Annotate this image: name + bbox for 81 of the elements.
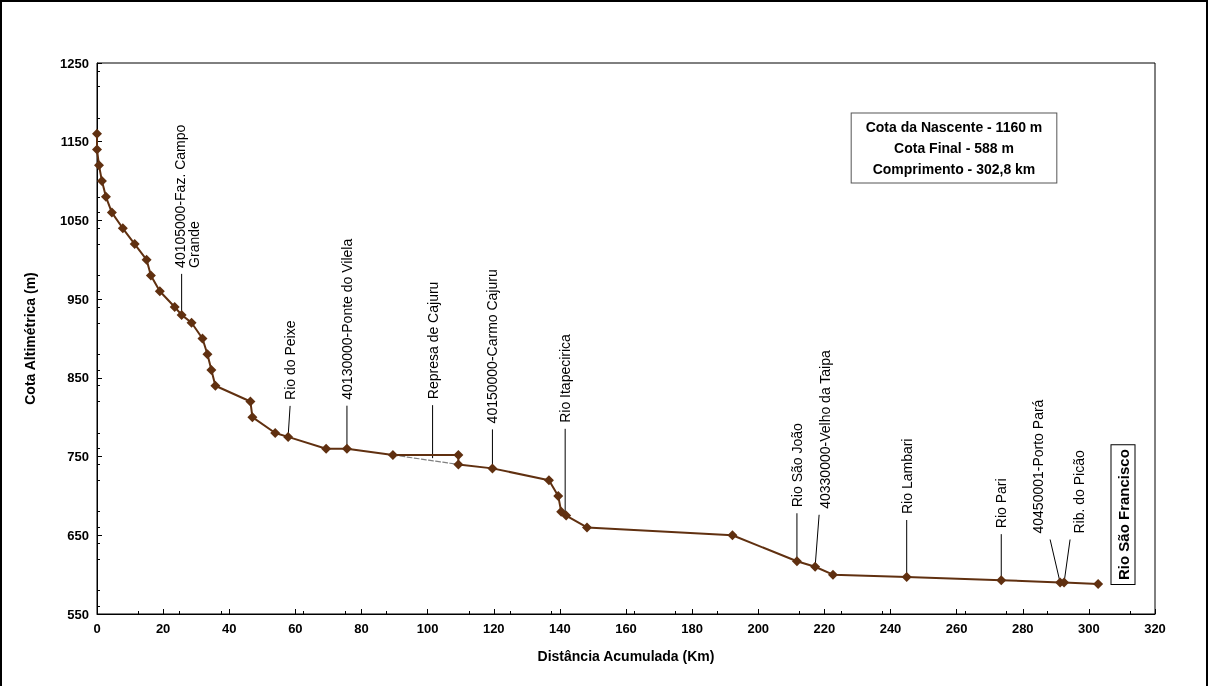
annotation: Rio do Peixe (282, 320, 299, 400)
point (453, 450, 464, 460)
point (553, 490, 564, 501)
point (245, 396, 256, 407)
x-tick-label: 100 (416, 621, 439, 636)
point (321, 443, 332, 454)
point (186, 317, 197, 328)
point (93, 160, 104, 171)
point (210, 380, 221, 391)
x-tick-label: 40 (222, 621, 237, 636)
x-tick-label: 0 (93, 621, 101, 636)
x-tick-label: 140 (549, 621, 571, 636)
annotation: Rio São Francisco (1114, 449, 1132, 580)
y-tick-label: 1250 (60, 55, 89, 71)
annotation: 40105000-Faz. Campo Grande (171, 124, 202, 268)
y-tick-label: 1150 (60, 134, 89, 150)
point (92, 144, 102, 155)
point (283, 431, 294, 442)
point (270, 427, 281, 438)
point (727, 530, 738, 541)
y-tick-label: 850 (67, 370, 89, 386)
point (341, 443, 352, 454)
point (556, 506, 567, 517)
point (197, 333, 208, 344)
annotation: 40150000-Carmo Cajuru (484, 269, 501, 424)
x-tick-label: 200 (747, 621, 770, 636)
annotation: Represa de Cajuru (424, 281, 441, 400)
x-tick-label: 320 (1144, 621, 1166, 636)
point (247, 412, 258, 423)
y-axis-title: Cota Altimétrica (m) (22, 272, 38, 405)
y-tick-label: 950 (67, 291, 89, 307)
point (543, 475, 554, 486)
point (996, 575, 1007, 586)
point (202, 349, 213, 360)
y-tick-label: 650 (67, 527, 89, 543)
x-tick-label: 220 (813, 621, 836, 636)
point (810, 561, 821, 572)
x-tick-label: 20 (155, 621, 171, 636)
point (1093, 579, 1104, 590)
x-tick-label: 260 (945, 621, 968, 636)
x-axis-title: Distância Acumulada (Km) (537, 648, 715, 664)
point (791, 556, 802, 567)
annotation: Rio Itapecirica (557, 333, 574, 423)
point (206, 364, 217, 375)
annotation: Cota da Nascente - 1160 m Cota Final - 588 m Comprimento - 302,8 km (865, 119, 1043, 177)
point (176, 309, 187, 320)
annotation: 40330000-Velho da Taipa (817, 350, 834, 509)
annotation: 40450001-Porto Pará (1030, 399, 1047, 534)
x-tick-label: 280 (1011, 621, 1034, 636)
annotation: 40130000-Ponte do Vilela (338, 238, 355, 400)
y-tick-label: 550 (67, 606, 89, 622)
point (106, 207, 117, 218)
y-tick-label: 750 (67, 449, 89, 465)
point (141, 254, 152, 265)
point (145, 270, 156, 281)
point (581, 522, 592, 533)
x-tick-label: 180 (681, 621, 703, 636)
point (453, 459, 464, 470)
point (117, 223, 128, 234)
point (92, 128, 102, 139)
annotation: Rib. do Picão (1071, 450, 1088, 534)
y-tick-label: 1050 (60, 212, 89, 228)
point (901, 572, 912, 582)
annotation: Rio Pari (993, 478, 1010, 529)
point (827, 569, 838, 580)
point (487, 463, 498, 474)
x-tick-label: 300 (1078, 621, 1100, 636)
point (561, 510, 572, 521)
x-tick-label: 120 (482, 621, 505, 636)
point (100, 191, 111, 202)
x-tick-label: 240 (879, 621, 902, 636)
annotation: Rio São João (788, 422, 805, 508)
point (129, 239, 140, 250)
x-tick-label: 80 (354, 621, 369, 636)
x-tick-label: 160 (615, 621, 637, 636)
point (96, 176, 107, 187)
annotation: Rio Lambari (898, 438, 915, 514)
point (387, 450, 398, 460)
x-tick-label: 60 (288, 621, 303, 636)
point (169, 302, 180, 313)
point (154, 286, 165, 297)
